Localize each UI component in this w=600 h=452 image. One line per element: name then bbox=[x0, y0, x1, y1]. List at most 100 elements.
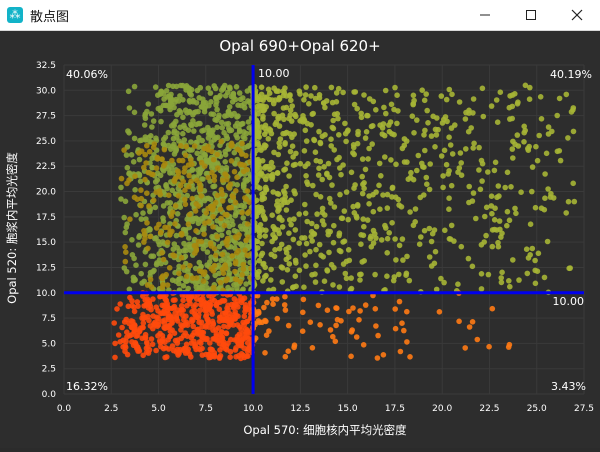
threshold-lines[interactable] bbox=[64, 65, 584, 394]
chart-area: Opal 690+Opal 620+ 0.0 2.5 5.0 7.5 10.0 12.5 1… bbox=[0, 31, 600, 448]
data-point bbox=[281, 188, 287, 194]
data-point bbox=[302, 92, 309, 98]
data-point bbox=[301, 284, 307, 290]
data-point bbox=[292, 111, 298, 118]
data-point bbox=[414, 167, 420, 174]
data-point bbox=[321, 221, 327, 228]
minimize-button[interactable] bbox=[462, 0, 508, 30]
x-tick-label: 25.0 bbox=[527, 404, 547, 414]
data-point bbox=[189, 308, 195, 315]
data-point bbox=[354, 203, 361, 209]
data-point bbox=[335, 115, 341, 122]
data-point bbox=[449, 151, 456, 157]
data-point bbox=[258, 91, 265, 98]
data-point bbox=[274, 198, 281, 204]
data-point bbox=[142, 151, 148, 158]
data-point bbox=[483, 232, 489, 239]
data-point bbox=[198, 319, 205, 326]
data-point bbox=[188, 178, 194, 185]
data-point bbox=[354, 215, 360, 221]
data-point bbox=[146, 134, 152, 141]
close-button[interactable] bbox=[554, 0, 600, 30]
data-point bbox=[522, 82, 529, 89]
data-point bbox=[529, 188, 535, 195]
data-point bbox=[180, 130, 186, 137]
data-point bbox=[331, 111, 338, 118]
data-point bbox=[160, 281, 166, 288]
data-point bbox=[321, 164, 327, 170]
data-point bbox=[136, 233, 143, 239]
data-point bbox=[244, 188, 251, 194]
data-point bbox=[309, 220, 315, 227]
data-point bbox=[200, 329, 207, 336]
data-point bbox=[225, 340, 231, 347]
data-point bbox=[121, 214, 127, 221]
data-point bbox=[255, 209, 262, 216]
data-point bbox=[242, 326, 249, 332]
data-point bbox=[226, 205, 233, 211]
data-point bbox=[223, 330, 230, 337]
data-point bbox=[231, 227, 238, 234]
data-point bbox=[255, 111, 261, 117]
data-point bbox=[123, 249, 129, 255]
scatter-chart[interactable]: Opal 690+Opal 620+ 0.0 2.5 5.0 7.5 10.0 12.5 1… bbox=[0, 31, 600, 448]
data-point bbox=[495, 183, 502, 189]
data-point bbox=[494, 194, 500, 201]
data-point bbox=[154, 170, 161, 177]
data-point bbox=[470, 96, 477, 102]
data-point bbox=[293, 260, 299, 266]
data-point bbox=[469, 198, 476, 204]
data-point bbox=[132, 173, 138, 179]
data-point bbox=[131, 109, 138, 116]
data-point bbox=[556, 95, 563, 102]
data-point bbox=[355, 128, 361, 135]
data-point bbox=[202, 151, 208, 158]
data-point bbox=[217, 92, 223, 99]
data-point bbox=[193, 247, 200, 254]
data-point bbox=[423, 174, 430, 181]
data-point bbox=[409, 113, 416, 119]
maximize-button[interactable] bbox=[508, 0, 554, 30]
data-point bbox=[272, 247, 278, 253]
data-point bbox=[158, 88, 165, 95]
data-point bbox=[331, 264, 337, 271]
y-tick-label: 5.0 bbox=[42, 339, 57, 349]
data-point bbox=[154, 177, 161, 183]
data-point bbox=[287, 93, 293, 99]
data-point bbox=[504, 208, 511, 215]
data-point bbox=[389, 185, 396, 192]
data-point bbox=[297, 160, 304, 167]
data-point bbox=[255, 310, 262, 316]
data-point bbox=[550, 195, 557, 201]
data-point bbox=[136, 150, 142, 156]
data-point bbox=[270, 232, 276, 238]
data-point bbox=[196, 95, 202, 101]
data-point bbox=[138, 187, 144, 193]
data-point bbox=[271, 85, 278, 91]
data-point bbox=[419, 87, 426, 93]
data-point bbox=[421, 227, 428, 234]
data-point bbox=[497, 226, 503, 233]
data-point bbox=[234, 174, 240, 181]
data-point bbox=[338, 171, 344, 178]
data-point bbox=[282, 307, 289, 313]
data-point bbox=[532, 204, 539, 211]
data-point bbox=[260, 260, 267, 267]
data-point bbox=[133, 211, 139, 218]
y-tick-label: 17.5 bbox=[36, 213, 56, 223]
data-point bbox=[112, 354, 118, 361]
data-point bbox=[243, 281, 249, 287]
data-point bbox=[279, 279, 286, 285]
data-point bbox=[225, 302, 231, 309]
data-point bbox=[154, 154, 161, 161]
data-point bbox=[141, 122, 148, 128]
data-point bbox=[144, 296, 151, 302]
data-point bbox=[122, 258, 129, 265]
data-point bbox=[342, 130, 349, 137]
data-point bbox=[167, 232, 173, 238]
data-point bbox=[284, 267, 291, 273]
data-point bbox=[368, 233, 374, 240]
data-point bbox=[403, 272, 409, 278]
data-point bbox=[170, 297, 177, 304]
data-point bbox=[147, 226, 153, 233]
